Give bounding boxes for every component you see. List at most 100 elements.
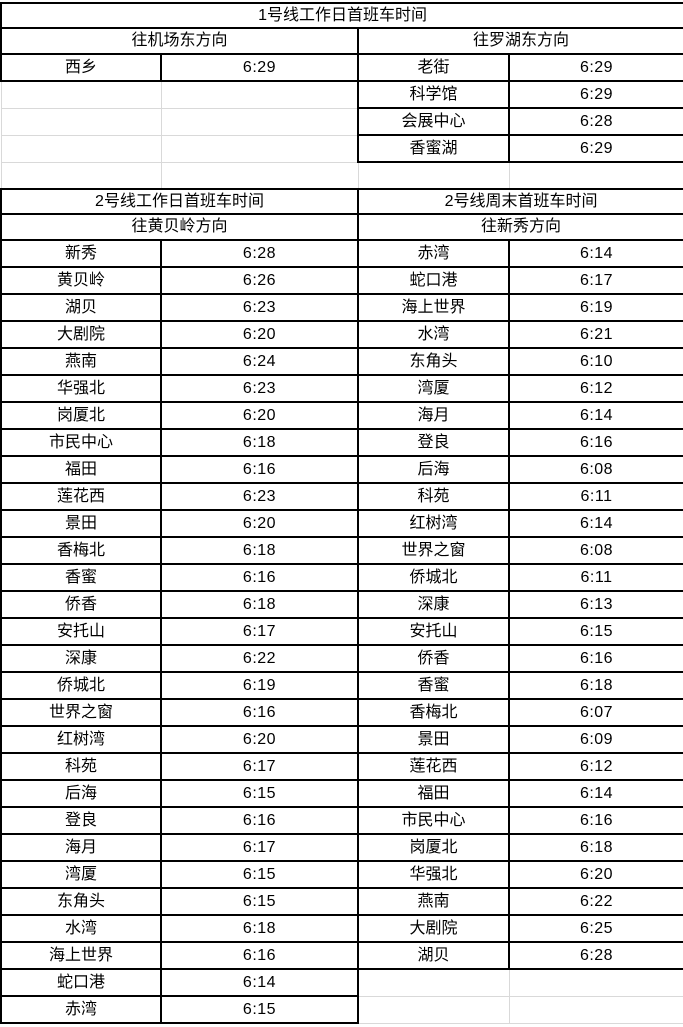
time-cell: 6:22 — [160, 644, 359, 673]
time-cell: 6:29 — [507, 80, 683, 109]
station-cell: 景田 — [357, 725, 510, 754]
line1-title-row: 1号线工作日首班车时间 — [0, 2, 683, 29]
station-cell: 东角头 — [0, 887, 162, 916]
time-cell: 6:21 — [507, 320, 683, 349]
station-cell: 燕南 — [0, 347, 162, 376]
timetable-row: 后海 6:15 福田 6:14 — [0, 779, 683, 808]
time-cell: 6:23 — [160, 293, 359, 322]
time-cell: 6:29 — [507, 134, 683, 163]
empty-cell — [0, 161, 162, 190]
station-cell: 市民中心 — [0, 428, 162, 457]
station-cell: 赤湾 — [357, 239, 510, 268]
station-cell: 东角头 — [357, 347, 510, 376]
empty-cell — [0, 107, 162, 136]
time-cell: 6:15 — [160, 779, 359, 808]
empty-cell — [357, 995, 510, 1024]
station-cell: 华强北 — [0, 374, 162, 403]
line1-weekday-title: 1号线工作日首班车时间 — [0, 2, 683, 29]
station-cell: 深康 — [357, 590, 510, 619]
station-cell: 科学馆 — [357, 80, 510, 109]
station-cell: 世界之窗 — [0, 698, 162, 727]
station-cell: 后海 — [357, 455, 510, 484]
line2-direction-xinxiu: 往新秀方向 — [356, 213, 683, 241]
timetable-row: 科学馆 6:29 — [0, 80, 683, 109]
empty-cell — [508, 161, 683, 190]
empty-cell — [0, 134, 162, 163]
empty-cell — [160, 107, 359, 136]
time-cell: 6:14 — [507, 401, 683, 430]
time-cell: 6:08 — [507, 536, 683, 565]
station-cell: 后海 — [0, 779, 162, 808]
timetable-row: 海月 6:17 岗厦北 6:18 — [0, 833, 683, 862]
timetable-row: 西乡 6:29 老街 6:29 — [0, 53, 683, 82]
station-cell: 香蜜湖 — [357, 134, 510, 163]
timetable-row: 湾厦 6:15 华强北 6:20 — [0, 860, 683, 889]
station-cell: 香蜜 — [0, 563, 162, 592]
station-cell: 深康 — [0, 644, 162, 673]
line1-direction-airport-east: 往机场东方向 — [0, 27, 359, 55]
line2-direction-row: 往黄贝岭方向 往新秀方向 — [0, 213, 683, 241]
station-cell: 西乡 — [0, 53, 162, 82]
station-cell: 市民中心 — [357, 806, 510, 835]
empty-cell — [160, 161, 359, 190]
timetable-row: 侨城北 6:19 香蜜 6:18 — [0, 671, 683, 700]
time-cell: 6:22 — [507, 887, 683, 916]
time-cell: 6:14 — [160, 968, 359, 997]
station-cell: 黄贝岭 — [0, 266, 162, 295]
timetable-row: 世界之窗 6:16 香梅北 6:07 — [0, 698, 683, 727]
empty-cell — [160, 80, 359, 109]
time-cell: 6:20 — [160, 401, 359, 430]
time-cell: 6:16 — [507, 806, 683, 835]
station-cell: 登良 — [0, 806, 162, 835]
station-cell: 登良 — [357, 428, 510, 457]
time-cell: 6:16 — [507, 644, 683, 673]
station-cell: 燕南 — [357, 887, 510, 916]
time-cell: 6:11 — [507, 563, 683, 592]
time-cell: 6:28 — [160, 239, 359, 268]
station-cell: 红树湾 — [357, 509, 510, 538]
station-cell: 会展中心 — [357, 107, 510, 136]
station-cell: 侨城北 — [357, 563, 510, 592]
time-cell: 6:18 — [507, 833, 683, 862]
station-cell: 香梅北 — [0, 536, 162, 565]
time-cell: 6:20 — [160, 725, 359, 754]
empty-cell — [160, 134, 359, 163]
time-cell: 6:18 — [160, 914, 359, 943]
station-cell: 湖贝 — [357, 941, 510, 970]
timetable-row: 香蜜湖 6:29 — [0, 134, 683, 163]
station-cell: 湾厦 — [0, 860, 162, 889]
line1-data-rows: 西乡 6:29 老街 6:29 科学馆 6:29 会展中心 6:28 香蜜湖 6:29 — [0, 53, 683, 163]
timetable-row: 东角头 6:15 燕南 6:22 — [0, 887, 683, 916]
station-cell: 福田 — [0, 455, 162, 484]
station-cell: 世界之窗 — [357, 536, 510, 565]
timetable-row: 大剧院 6:20 水湾 6:21 — [0, 320, 683, 349]
station-cell: 科苑 — [0, 752, 162, 781]
time-cell: 6:12 — [507, 752, 683, 781]
time-cell: 6:28 — [507, 107, 683, 136]
timetable-row: 水湾 6:18 大剧院 6:25 — [0, 914, 683, 943]
empty-cell — [508, 995, 683, 1024]
timetable-row: 赤湾 6:15 — [0, 995, 683, 1024]
time-cell: 6:23 — [160, 482, 359, 511]
time-cell: 6:11 — [507, 482, 683, 511]
time-cell: 6:17 — [160, 833, 359, 862]
timetable-row: 景田 6:20 红树湾 6:14 — [0, 509, 683, 538]
time-cell: 6:29 — [160, 53, 359, 82]
timetable-row: 莲花西 6:23 科苑 6:11 — [0, 482, 683, 511]
time-cell: 6:20 — [160, 509, 359, 538]
station-cell: 安托山 — [357, 617, 510, 646]
station-cell: 香蜜 — [357, 671, 510, 700]
timetable-row: 岗厦北 6:20 海月 6:14 — [0, 401, 683, 430]
station-cell: 莲花西 — [357, 752, 510, 781]
line1-direction-luohu-east: 往罗湖东方向 — [356, 27, 683, 55]
line2-direction-huangbeiling: 往黄贝岭方向 — [0, 213, 359, 241]
line2-title-row: 2号线工作日首班车时间 2号线周末首班车时间 — [0, 188, 683, 215]
station-cell: 华强北 — [357, 860, 510, 889]
time-cell: 6:25 — [507, 914, 683, 943]
time-cell: 6:28 — [507, 941, 683, 970]
timetable-row: 福田 6:16 后海 6:08 — [0, 455, 683, 484]
time-cell: 6:15 — [160, 995, 359, 1024]
time-cell: 6:17 — [160, 617, 359, 646]
timetable-row: 科苑 6:17 莲花西 6:12 — [0, 752, 683, 781]
